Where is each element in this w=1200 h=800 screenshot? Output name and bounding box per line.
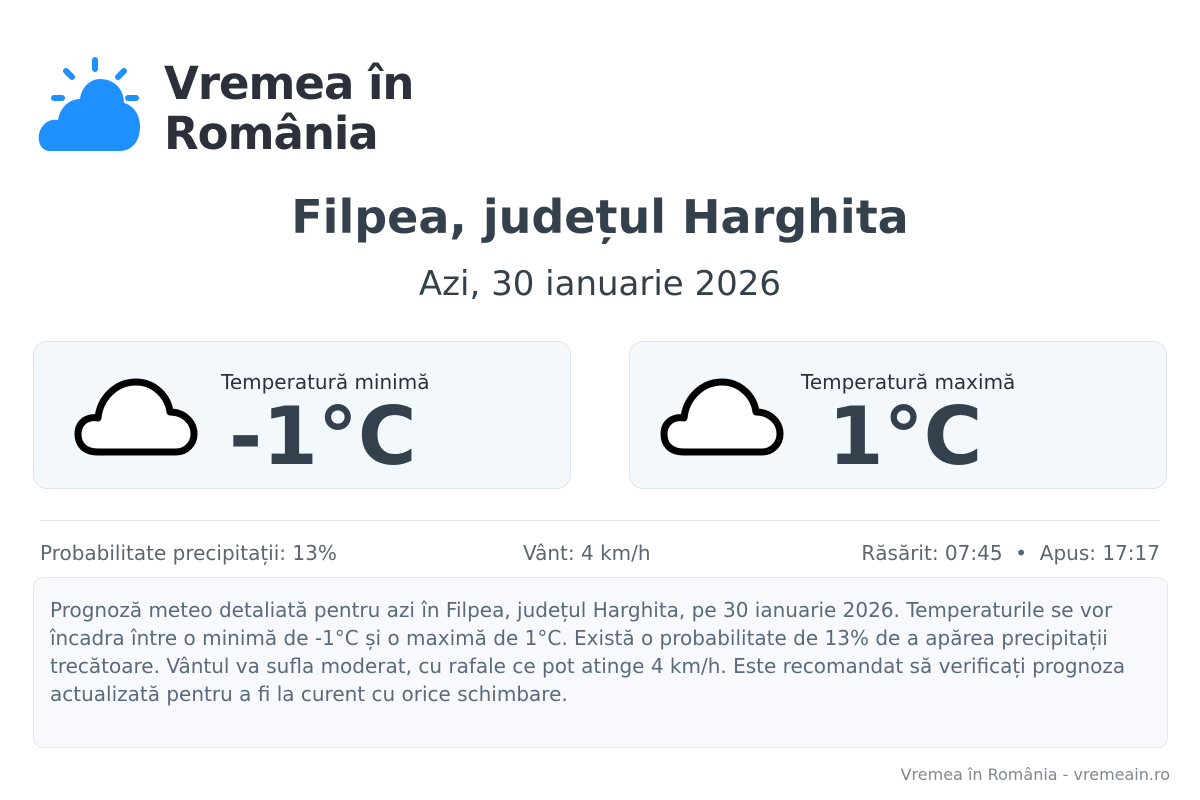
page-title: Filpea, județul Harghita <box>291 190 909 244</box>
sun-behind-cloud-icon <box>38 57 140 151</box>
forecast-description: Prognoză meteo detaliată pentru azi în F… <box>33 577 1168 748</box>
footer-credit: Vremea în România - vremeain.ro <box>900 765 1170 784</box>
brand-name-line1: Vremea în <box>164 57 414 110</box>
min-temp-value: -1°C <box>229 390 417 483</box>
sunrise-sunset-info: Răsărit: 07:45 • Apus: 17:17 <box>861 541 1160 565</box>
cloud-icon <box>74 378 198 456</box>
max-temp-label: Temperatură maximă <box>801 370 1016 394</box>
wind-info: Vânt: 4 km/h <box>523 541 651 565</box>
divider <box>40 520 1160 521</box>
min-temp-card: Temperatură minimă -1°C <box>33 341 571 489</box>
min-temp-label: Temperatură minimă <box>221 370 430 394</box>
logo: Vremea în România <box>36 55 414 159</box>
cloud-icon <box>660 378 784 456</box>
date-subtitle: Azi, 30 ianuarie 2026 <box>418 264 782 304</box>
max-temp-value: 1°C <box>828 390 983 483</box>
brand-name: Vremea în România <box>164 57 414 160</box>
precipitation-info: Probabilitate precipitații: 13% <box>40 541 337 565</box>
brand-name-line2: România <box>164 107 379 160</box>
max-temp-card: Temperatură maximă 1°C <box>629 341 1167 489</box>
